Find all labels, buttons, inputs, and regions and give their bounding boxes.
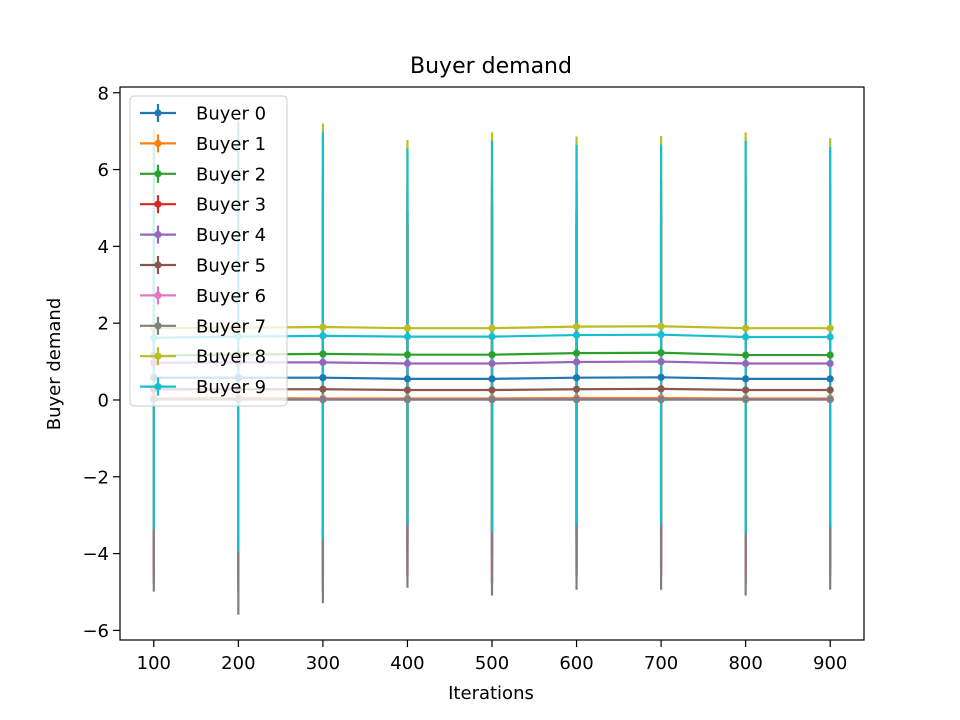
- data-point-buyer-2: [403, 351, 412, 359]
- legend-label-buyer-2: Buyer 2: [196, 164, 266, 185]
- x-tick-label: 100: [137, 653, 171, 674]
- data-point-buyer-5: [826, 386, 834, 394]
- data-point-buyer-8: [572, 323, 581, 331]
- y-tick-label: 8: [98, 83, 109, 104]
- legend: Buyer 0 Buyer 1 Buyer 2 Buyer 3 Buyer 4 Buyer…: [129, 95, 288, 407]
- data-point-buyer-9: [742, 333, 750, 341]
- y-tick-label: 2: [98, 314, 109, 335]
- data-point-buyer-7: [742, 395, 750, 404]
- x-tick-label: 200: [221, 653, 255, 674]
- legend-swatch-marker-buyer-1: [154, 139, 162, 147]
- legend-swatch-marker-buyer-2: [154, 170, 162, 178]
- data-point-buyer-0: [572, 374, 581, 382]
- legend-label-buyer-0: Buyer 0: [196, 104, 266, 125]
- y-tick-label: 6: [98, 160, 109, 181]
- data-point-buyer-0: [319, 374, 327, 382]
- data-point-buyer-7: [488, 395, 496, 404]
- legend-label-buyer-1: Buyer 1: [196, 134, 266, 155]
- data-point-buyer-4: [657, 357, 665, 366]
- legend-label-buyer-9: Buyer 9: [196, 377, 266, 398]
- data-point-buyer-5: [403, 386, 412, 394]
- data-point-buyer-2: [319, 350, 327, 358]
- data-point-buyer-8: [657, 322, 665, 330]
- data-point-buyer-5: [319, 385, 327, 393]
- legend-label-buyer-8: Buyer 8: [196, 347, 266, 368]
- data-point-buyer-5: [488, 386, 496, 394]
- x-tick-label: 500: [475, 653, 509, 674]
- data-point-buyer-0: [742, 375, 750, 383]
- data-point-buyer-7: [403, 395, 412, 404]
- data-point-buyer-5: [742, 386, 750, 394]
- data-point-buyer-9: [319, 332, 327, 340]
- data-point-buyer-8: [826, 324, 834, 332]
- y-tick-label: 4: [98, 237, 109, 258]
- data-point-buyer-4: [319, 358, 327, 366]
- legend-label-buyer-5: Buyer 5: [196, 256, 266, 277]
- data-point-buyer-2: [572, 349, 581, 357]
- legend-label-buyer-4: Buyer 4: [196, 225, 266, 246]
- data-point-buyer-2: [657, 349, 665, 357]
- data-point-buyer-9: [657, 331, 665, 339]
- data-point-buyer-8: [403, 324, 412, 332]
- data-point-buyer-4: [572, 358, 581, 366]
- y-axis-ticks: −6 −4 −2 0 2 4 6 8: [82, 83, 120, 642]
- data-point-buyer-4: [742, 359, 750, 368]
- data-point-buyer-5: [572, 385, 581, 393]
- y-tick-label: −6: [82, 621, 109, 642]
- y-axis-title: Buyer demand: [44, 298, 65, 431]
- data-point-buyer-2: [488, 351, 496, 359]
- legend-label-buyer-6: Buyer 6: [196, 286, 266, 307]
- legend-swatch-marker-buyer-7: [154, 322, 162, 330]
- data-point-buyer-0: [657, 373, 665, 381]
- legend-swatch-marker-buyer-3: [154, 200, 162, 208]
- data-point-buyer-0: [488, 375, 496, 383]
- legend-swatch-marker-buyer-8: [154, 352, 162, 360]
- x-tick-label: 800: [728, 653, 762, 674]
- data-point-buyer-9: [826, 333, 834, 341]
- x-tick-label: 900: [813, 653, 847, 674]
- x-tick-label: 700: [644, 653, 678, 674]
- y-tick-label: −2: [82, 467, 109, 488]
- data-point-buyer-9: [572, 331, 581, 339]
- x-axis-title: Iterations: [448, 683, 534, 704]
- legend-label-buyer-3: Buyer 3: [196, 195, 266, 216]
- data-point-buyer-7: [826, 395, 834, 404]
- y-tick-label: −4: [82, 544, 109, 565]
- legend-swatch-marker-buyer-4: [154, 231, 162, 239]
- data-point-buyer-4: [826, 359, 834, 368]
- legend-swatch-marker-buyer-6: [154, 291, 162, 299]
- chart-title: Buyer demand: [410, 54, 572, 79]
- data-point-buyer-4: [403, 359, 412, 368]
- data-point-buyer-9: [488, 333, 496, 341]
- data-point-buyer-8: [319, 323, 327, 331]
- x-tick-label: 600: [559, 653, 593, 674]
- legend-label-buyer-7: Buyer 7: [196, 316, 266, 337]
- data-point-buyer-2: [826, 351, 834, 359]
- data-point-buyer-8: [488, 324, 496, 332]
- data-point-buyer-5: [657, 385, 665, 393]
- data-point-buyer-7: [657, 395, 665, 404]
- data-point-buyer-8: [742, 324, 750, 332]
- legend-swatch-marker-buyer-0: [154, 109, 162, 117]
- x-tick-label: 400: [390, 653, 424, 674]
- data-point-buyer-0: [403, 375, 412, 383]
- y-tick-label: 0: [98, 390, 109, 411]
- data-point-buyer-0: [826, 375, 834, 383]
- data-point-buyer-9: [403, 333, 412, 341]
- data-point-buyer-7: [319, 395, 327, 404]
- x-axis-ticks: 100 200 300 400 500 600 700 800 900: [137, 640, 847, 674]
- x-tick-label: 300: [306, 653, 340, 674]
- data-point-buyer-4: [488, 359, 496, 368]
- legend-swatch-marker-buyer-9: [154, 383, 162, 391]
- legend-swatch-marker-buyer-5: [154, 261, 162, 269]
- data-point-buyer-7: [572, 395, 581, 404]
- data-point-buyer-2: [742, 351, 750, 359]
